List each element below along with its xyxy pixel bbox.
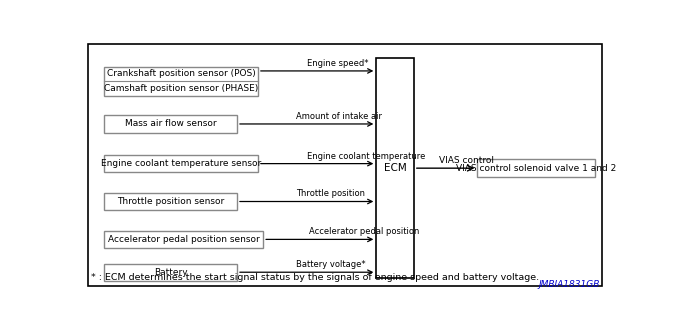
Text: Accelerator pedal position: Accelerator pedal position xyxy=(309,227,420,236)
Bar xyxy=(104,155,258,172)
Text: VIAS control solenoid valve 1 and 2: VIAS control solenoid valve 1 and 2 xyxy=(456,164,616,173)
Bar xyxy=(376,58,414,278)
Text: Battery voltage*: Battery voltage* xyxy=(296,260,366,269)
Text: JMBIA1831GB: JMBIA1831GB xyxy=(539,280,601,289)
Text: Crankshaft position sensor (POS): Crankshaft position sensor (POS) xyxy=(106,69,255,78)
Bar xyxy=(104,193,237,210)
Bar xyxy=(104,67,258,95)
Text: Accelerator pedal position sensor: Accelerator pedal position sensor xyxy=(108,235,259,244)
Text: ECM: ECM xyxy=(384,163,406,173)
Text: Battery: Battery xyxy=(154,268,187,277)
Bar xyxy=(104,264,237,281)
Text: Amount of intake air: Amount of intake air xyxy=(296,112,382,121)
Bar xyxy=(104,231,263,248)
Text: Throttle position: Throttle position xyxy=(296,190,365,198)
Text: Engine speed*: Engine speed* xyxy=(307,59,368,68)
Bar xyxy=(477,159,595,177)
Bar xyxy=(104,115,237,133)
Text: Engine coolant temperature sensor: Engine coolant temperature sensor xyxy=(100,159,261,168)
Text: Engine coolant temperature: Engine coolant temperature xyxy=(307,152,425,161)
Text: Camshaft position sensor (PHASE): Camshaft position sensor (PHASE) xyxy=(104,84,258,93)
Text: VIAS control: VIAS control xyxy=(439,156,495,165)
Text: * : ECM determines the start signal status by the signals of engine speed and ba: * : ECM determines the start signal stat… xyxy=(90,273,539,282)
Text: Mass air flow sensor: Mass air flow sensor xyxy=(125,119,216,129)
Text: Throttle position sensor: Throttle position sensor xyxy=(117,197,224,206)
